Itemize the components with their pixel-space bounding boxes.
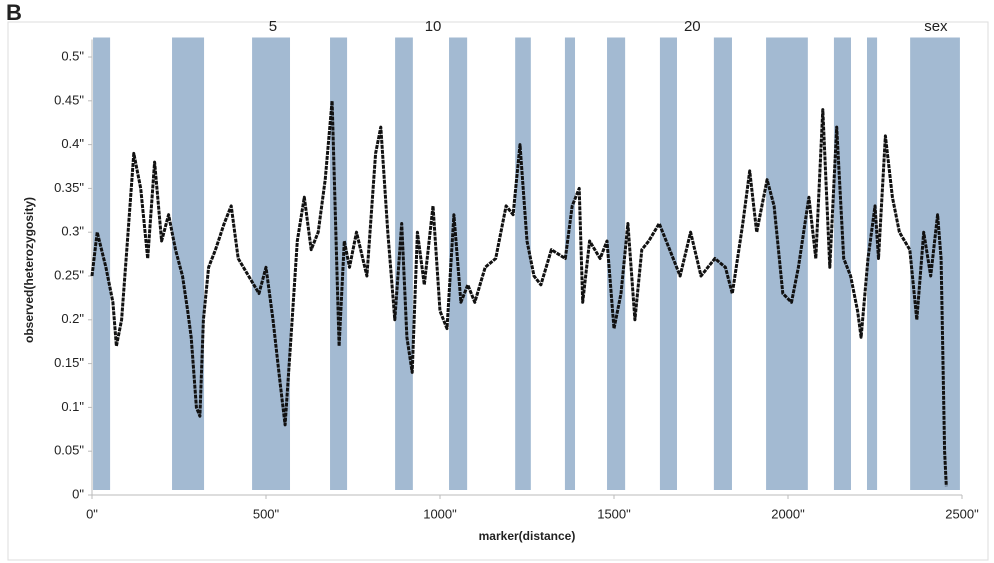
chromosome-band — [515, 37, 531, 490]
x-tick-label: 1000" — [423, 506, 457, 521]
chromosome-band — [172, 37, 205, 490]
y-tick-label: 0.2" — [61, 311, 84, 326]
chromosome-label: 5 — [269, 18, 277, 35]
y-tick-label: 0.35" — [54, 180, 84, 195]
x-tick-label: 500" — [253, 506, 280, 521]
chromosome-label: 20 — [684, 18, 701, 35]
x-axis-label: marker(distance) — [479, 529, 576, 543]
chromosome-label: sex — [924, 18, 948, 35]
x-tick-label: 1500" — [597, 506, 631, 521]
chromosome-band — [866, 37, 878, 490]
y-tick-label: 0.3" — [61, 224, 84, 239]
x-tick-label: 2500" — [945, 506, 979, 521]
chromosome-band — [910, 37, 960, 490]
y-tick-label: 0.45" — [54, 92, 84, 107]
chromosome-label: 10 — [425, 18, 442, 35]
panel-label: B — [6, 0, 22, 25]
chromosome-band — [93, 37, 111, 490]
y-tick-label: 0.4" — [61, 136, 84, 151]
chromosome-band — [564, 37, 576, 490]
chromosome-band — [833, 37, 851, 490]
x-tick-label: 2000" — [771, 506, 805, 521]
y-axis-label: observed(heterozygosity) — [22, 197, 36, 343]
data-line — [90, 99, 948, 487]
y-tick-label: 0.15" — [54, 355, 84, 370]
y-tick-label: 0.5" — [61, 48, 84, 63]
x-tick-label: 0" — [86, 506, 98, 521]
y-tick-label: 0.05" — [54, 443, 84, 458]
frame — [7, 21, 989, 561]
chromosome-band — [607, 37, 626, 490]
y-tick-label: 0.25" — [54, 267, 84, 282]
chromosome-band — [330, 37, 348, 490]
chromosome-band — [766, 37, 808, 490]
y-tick-label: 0.1" — [61, 399, 84, 414]
chromosome-band — [659, 37, 677, 490]
y-tick-label: 0" — [72, 486, 84, 501]
